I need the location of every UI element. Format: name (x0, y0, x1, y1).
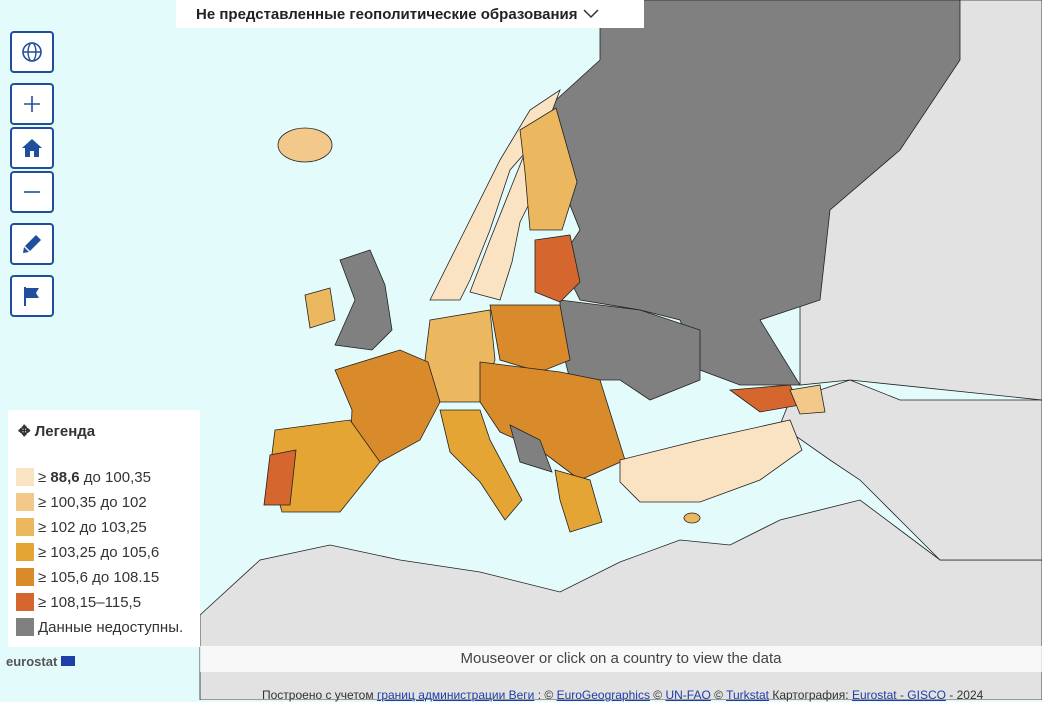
legend-label: до 100,35 (79, 468, 151, 486)
country[interactable] (277, 127, 333, 163)
dropdown-label: Не представленные геополитические образо… (196, 6, 578, 23)
legend-item: ≥ 108,15–115,5 (16, 593, 141, 611)
legend-label: ≥ 103,25 до 105,6 (38, 543, 160, 561)
legend-item: ≥ 100,35 до 102 (16, 493, 147, 511)
chevron (583, 9, 599, 19)
legend-label: ≥ 102 до 103,25 (38, 518, 147, 536)
flag-button[interactable] (10, 275, 54, 317)
footer-link[interactable]: Turkstat (726, 688, 770, 702)
logo-text: eurostat (6, 654, 58, 669)
land (779, 379, 1042, 561)
footer-link[interactable]: границ администрации Веги (376, 688, 535, 702)
country[interactable] (334, 249, 393, 351)
logo: eurostat (6, 654, 75, 669)
legend-title: ✥ Легенда (18, 423, 96, 440)
footer-text: Построено с учетом (262, 688, 377, 702)
legend-swatch (16, 593, 34, 611)
country[interactable] (509, 424, 553, 473)
globe-button[interactable] (10, 31, 54, 73)
footer-text: : © (534, 688, 557, 702)
country[interactable] (789, 384, 826, 415)
country[interactable] (534, 234, 581, 303)
footer-text: - 2024 (945, 688, 984, 702)
country[interactable] (619, 419, 803, 503)
legend-label: ≥ (38, 468, 51, 486)
legend-label: ≥ 108,15–115,5 (38, 593, 142, 611)
country[interactable] (304, 287, 336, 329)
footer-link[interactable]: Eurostat - GISCO (851, 688, 946, 702)
footer-link[interactable]: UN-FAO (665, 688, 711, 702)
legend-swatch (16, 468, 34, 486)
legend-item: ≥ 105,6 до 108.15 (16, 568, 159, 586)
dropdown[interactable]: Не представленные геополитические образо… (176, 0, 644, 28)
zoom-in-button[interactable] (10, 83, 54, 125)
draw-button[interactable] (10, 223, 54, 265)
legend-item: ≥ 103,25 до 105,6 (16, 543, 159, 561)
legend-swatch (16, 568, 34, 586)
zoom-out-button[interactable] (10, 171, 54, 213)
home-button[interactable] (10, 127, 54, 169)
country[interactable] (439, 409, 523, 521)
footer-text: © (710, 688, 727, 702)
country[interactable] (683, 512, 701, 524)
legend-item: ≥ 102 до 103,25 (16, 518, 147, 536)
legend-swatch (16, 618, 34, 636)
legend-swatch (16, 518, 34, 536)
country[interactable] (263, 449, 297, 506)
legend-swatch (16, 543, 34, 561)
footer: Построено с учетом границ администрации … (262, 688, 983, 702)
legend-label: ≥ 105,6 до 108.15 (38, 568, 160, 586)
legend: ✥ Легенда ≥ 88,6 до 100,35 ≥ 100,35 до 10… (8, 410, 200, 647)
hint: Mouseover or click on a country to view … (200, 646, 1042, 672)
country[interactable] (489, 304, 571, 373)
footer-text: © (649, 688, 666, 702)
legend-swatch (16, 493, 34, 511)
legend-label: ≥ 100,35 до 102 (38, 493, 147, 511)
country[interactable] (554, 469, 603, 533)
footer-link[interactable]: EuroGeographics (556, 688, 650, 702)
legend-item: ≥ 88,6 до 100,35 (16, 468, 151, 486)
legend-item: Данные недоступны. (16, 618, 183, 636)
footer-text: Картография: (769, 688, 852, 702)
legend-label: Данные недоступны. (38, 618, 184, 636)
country[interactable] (519, 107, 578, 231)
legend-title-text: Легенда (34, 423, 96, 440)
legend-label: 88,6 (50, 468, 80, 486)
